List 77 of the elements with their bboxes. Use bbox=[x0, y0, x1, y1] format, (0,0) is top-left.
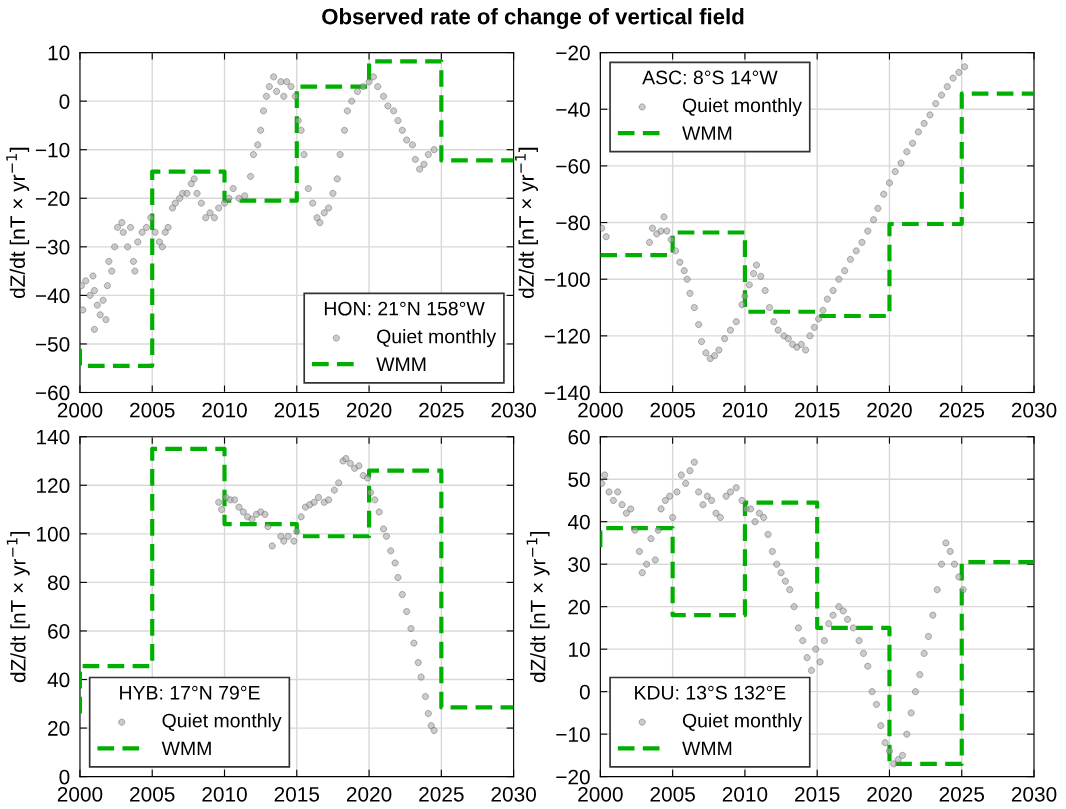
x-tick-label: 2025 bbox=[419, 402, 464, 418]
y-tick-label: −40 bbox=[556, 102, 590, 117]
x-tick-label: 2000 bbox=[57, 786, 103, 802]
x-tick-label: 2015 bbox=[795, 402, 840, 418]
x-tick-label: 2015 bbox=[274, 786, 320, 802]
y-tick-label: 40 bbox=[567, 514, 590, 530]
x-tick-label: 2010 bbox=[722, 786, 768, 802]
x-tick-label: 2015 bbox=[795, 786, 840, 802]
y-tick-label: 0 bbox=[579, 684, 590, 700]
y-tick-label: 0 bbox=[59, 769, 70, 785]
x-tick-label: 2025 bbox=[419, 786, 464, 802]
y-axis-title: dZ/dt [nT × yr$^{−1}$] bbox=[6, 532, 30, 683]
y-tick-label: −120 bbox=[544, 328, 590, 344]
x-tick-label: 2005 bbox=[130, 786, 175, 802]
legend-label: Quiet monthly bbox=[377, 329, 497, 348]
x-tick-label: 2030 bbox=[491, 402, 536, 418]
y-tick-label: −10 bbox=[556, 727, 590, 742]
legend-title: HYB: 17°N 79°E bbox=[120, 685, 260, 700]
x-tick-label: 2000 bbox=[578, 402, 623, 418]
y-tick-label: −20 bbox=[556, 769, 590, 785]
x-tick-label: 2010 bbox=[722, 402, 768, 418]
x-tick-label: 2005 bbox=[130, 402, 175, 418]
x-tick-label: 2015 bbox=[274, 402, 320, 418]
legend-label: Quiet monthly bbox=[682, 97, 802, 117]
y-tick-label: 30 bbox=[568, 557, 590, 572]
y-tick-label: −20 bbox=[556, 45, 590, 61]
legend-title: KDU: 13°S 132°E bbox=[635, 685, 786, 700]
x-tick-label: 2020 bbox=[346, 402, 392, 418]
y-axis-title: dZ/dt [nT × yr$^{−1}$] bbox=[515, 147, 538, 299]
chart-title: Observed rate of change of vertical field bbox=[322, 8, 744, 29]
y-tick-label: −10 bbox=[35, 142, 70, 158]
x-tick-label: 2030 bbox=[491, 786, 536, 802]
y-tick-label: −100 bbox=[544, 272, 590, 287]
y-tick-label: −20 bbox=[35, 191, 70, 207]
y-tick-label: 120 bbox=[37, 478, 70, 494]
legend-title: ASC: 8°S 14°W bbox=[642, 70, 778, 85]
legend-label: WMM bbox=[682, 741, 732, 756]
y-axis-title: dZ/dt [nT × yr$^{−1}$] bbox=[526, 532, 550, 683]
x-tick-label: 2020 bbox=[867, 786, 912, 802]
y-tick-label: 20 bbox=[568, 599, 590, 615]
legend-label: Quiet monthly bbox=[162, 713, 282, 732]
y-tick-label: −30 bbox=[35, 239, 70, 255]
x-tick-label: 2000 bbox=[578, 786, 623, 802]
y-tick-label: 50 bbox=[568, 472, 590, 487]
x-tick-label: 2025 bbox=[939, 786, 985, 802]
legend-label: WMM bbox=[161, 741, 211, 756]
y-tick-label: 20 bbox=[48, 721, 70, 736]
y-tick-label: 0 bbox=[59, 94, 70, 109]
y-tick-label: −80 bbox=[556, 215, 590, 231]
y-tick-label: 60 bbox=[568, 429, 590, 445]
x-tick-label: 2025 bbox=[939, 402, 985, 418]
x-tick-label: 2005 bbox=[650, 402, 695, 418]
y-tick-label: 40 bbox=[47, 672, 70, 688]
x-tick-label: 2010 bbox=[202, 786, 247, 802]
y-axis-title: dZ/dt [nT × yr$^{−1}$] bbox=[6, 147, 30, 299]
x-tick-label: 2000 bbox=[57, 402, 103, 418]
y-tick-label: −140 bbox=[544, 385, 590, 401]
x-tick-label: 2020 bbox=[867, 402, 912, 418]
y-tick-label: 60 bbox=[48, 623, 70, 639]
x-tick-label: 2030 bbox=[1011, 402, 1057, 418]
x-tick-label: 2030 bbox=[1011, 786, 1057, 802]
legend-title: HON: 21°N 158°W bbox=[324, 301, 485, 316]
legend-label: Quiet monthly bbox=[682, 713, 802, 732]
y-tick-label: 100 bbox=[37, 526, 70, 542]
y-tick-label: 140 bbox=[37, 429, 70, 445]
y-tick-label: −60 bbox=[35, 385, 70, 401]
y-tick-label: 10 bbox=[569, 642, 590, 657]
x-tick-label: 2010 bbox=[202, 402, 247, 418]
y-tick-label: 10 bbox=[48, 45, 70, 61]
y-tick-label: −60 bbox=[556, 158, 590, 174]
x-tick-label: 2005 bbox=[650, 786, 695, 802]
legend-label: WMM bbox=[682, 126, 732, 140]
x-tick-label: 2020 bbox=[346, 786, 392, 802]
y-tick-label: −50 bbox=[35, 336, 70, 352]
y-tick-label: 80 bbox=[47, 575, 70, 591]
y-tick-label: −40 bbox=[35, 288, 70, 304]
legend-label: WMM bbox=[376, 357, 426, 371]
